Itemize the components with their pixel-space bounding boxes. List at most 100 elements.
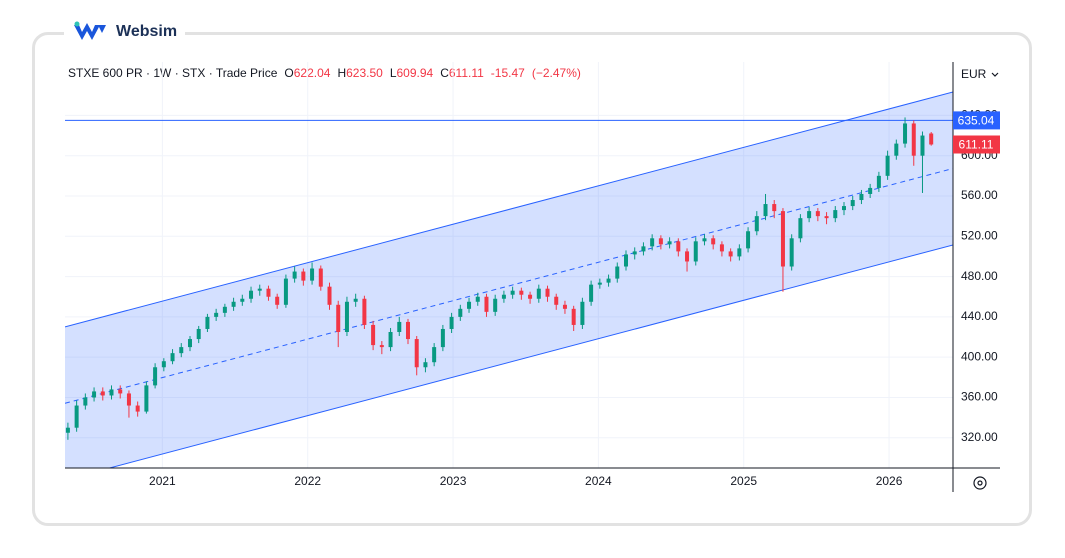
change: -15.47 xyxy=(490,66,525,80)
candle-body xyxy=(597,282,602,285)
candle-body xyxy=(170,353,175,362)
candle-body xyxy=(423,362,428,368)
candle-body xyxy=(920,135,925,156)
candle-body xyxy=(685,251,690,262)
candle-body xyxy=(388,331,393,348)
chart-legend: STXE 600 PR · 1W · STX · Trade Price O622… xyxy=(68,66,581,80)
candle-body xyxy=(135,405,140,412)
candle-body xyxy=(885,155,890,176)
candle-body xyxy=(554,296,559,305)
candle-body xyxy=(161,361,166,368)
channel-lower xyxy=(107,244,953,468)
candle-body xyxy=(859,193,864,201)
ohlc-value: 611.11 xyxy=(448,66,484,80)
price-line-label-bg xyxy=(953,111,1000,130)
candle-body xyxy=(580,301,585,325)
candle-body xyxy=(74,405,79,428)
candle-body xyxy=(249,290,254,299)
candle-body xyxy=(336,304,341,332)
ohlc-key: O xyxy=(284,66,294,80)
x-tick-label: 2022 xyxy=(294,474,321,488)
candle-body xyxy=(658,238,663,245)
last-price-label-bg xyxy=(953,135,1000,154)
candle-body xyxy=(310,268,315,281)
candle-body xyxy=(475,296,480,302)
y-tick-label: 400.00 xyxy=(961,349,998,363)
candle-body xyxy=(763,204,768,217)
candle-body xyxy=(676,241,681,252)
candle-body xyxy=(214,312,219,317)
candle-body xyxy=(222,306,227,313)
candle-body xyxy=(484,296,489,312)
candle-body xyxy=(807,211,812,219)
channel-fill xyxy=(65,92,953,468)
candle-body xyxy=(379,345,384,348)
last-price-label: 611.11 xyxy=(959,138,994,152)
ohlc-value: 623.50 xyxy=(346,66,383,80)
candle-body xyxy=(467,301,472,309)
logo-icon xyxy=(74,21,106,40)
channel-middle xyxy=(65,168,953,404)
candle-body xyxy=(711,238,716,245)
candle-body xyxy=(344,301,349,332)
y-tick-label: 520.00 xyxy=(961,228,998,242)
candle-body xyxy=(83,397,88,406)
candle-body xyxy=(458,308,463,317)
plot-area xyxy=(65,62,953,468)
candle-body xyxy=(571,308,576,325)
change-pct: (−2.47%) xyxy=(531,66,581,80)
logo: Websim xyxy=(64,18,186,46)
candle-body xyxy=(894,143,899,156)
currency-chevron xyxy=(991,72,999,77)
candle-body xyxy=(327,286,332,305)
candle-body xyxy=(371,324,376,346)
ohlc-key: C xyxy=(440,66,449,80)
candle-body xyxy=(109,389,114,396)
candle-body xyxy=(929,133,934,145)
candle-body xyxy=(257,288,262,291)
ohlc-key: H xyxy=(337,66,347,80)
candle-body xyxy=(841,206,846,211)
candle-body xyxy=(528,294,533,299)
candle-body xyxy=(126,393,131,406)
candle-body xyxy=(144,385,149,412)
candle-body xyxy=(432,347,437,363)
candle-body xyxy=(536,288,541,299)
candle-body xyxy=(815,211,820,217)
candle-body xyxy=(65,427,70,433)
candle-body xyxy=(449,316,454,329)
candle-body xyxy=(876,175,881,188)
candle-body xyxy=(510,290,515,295)
candle-body xyxy=(231,301,236,307)
currency[interactable]: EUR xyxy=(961,67,987,81)
candle-body xyxy=(283,278,288,305)
candle-body xyxy=(780,211,785,267)
candle-body xyxy=(632,251,637,255)
candle-body xyxy=(903,123,908,144)
candle-body xyxy=(118,389,123,394)
candle-body xyxy=(493,298,498,312)
candle-body xyxy=(868,187,873,194)
frame xyxy=(32,32,1032,526)
settings-button[interactable] xyxy=(973,476,987,490)
x-tick-label: 2025 xyxy=(730,474,757,488)
candle-body xyxy=(798,218,803,239)
candle-body xyxy=(728,251,733,257)
candle-body xyxy=(266,288,271,297)
candle-body xyxy=(833,210,838,219)
y-tick-label: 320.00 xyxy=(961,430,998,444)
candle-body xyxy=(153,367,158,386)
ohlc-key: L xyxy=(389,66,397,80)
candle-body xyxy=(318,268,323,287)
candle-body xyxy=(641,246,646,252)
candle-body xyxy=(92,391,97,398)
price-line-label: 635.04 xyxy=(958,114,995,128)
candle-body xyxy=(789,238,794,267)
x-tick-label: 2026 xyxy=(876,474,903,488)
candle-body xyxy=(772,204,777,212)
candle-body xyxy=(650,238,655,247)
candle-body xyxy=(240,298,245,302)
candle-body xyxy=(519,290,524,295)
x-tick-label: 2024 xyxy=(585,474,612,488)
